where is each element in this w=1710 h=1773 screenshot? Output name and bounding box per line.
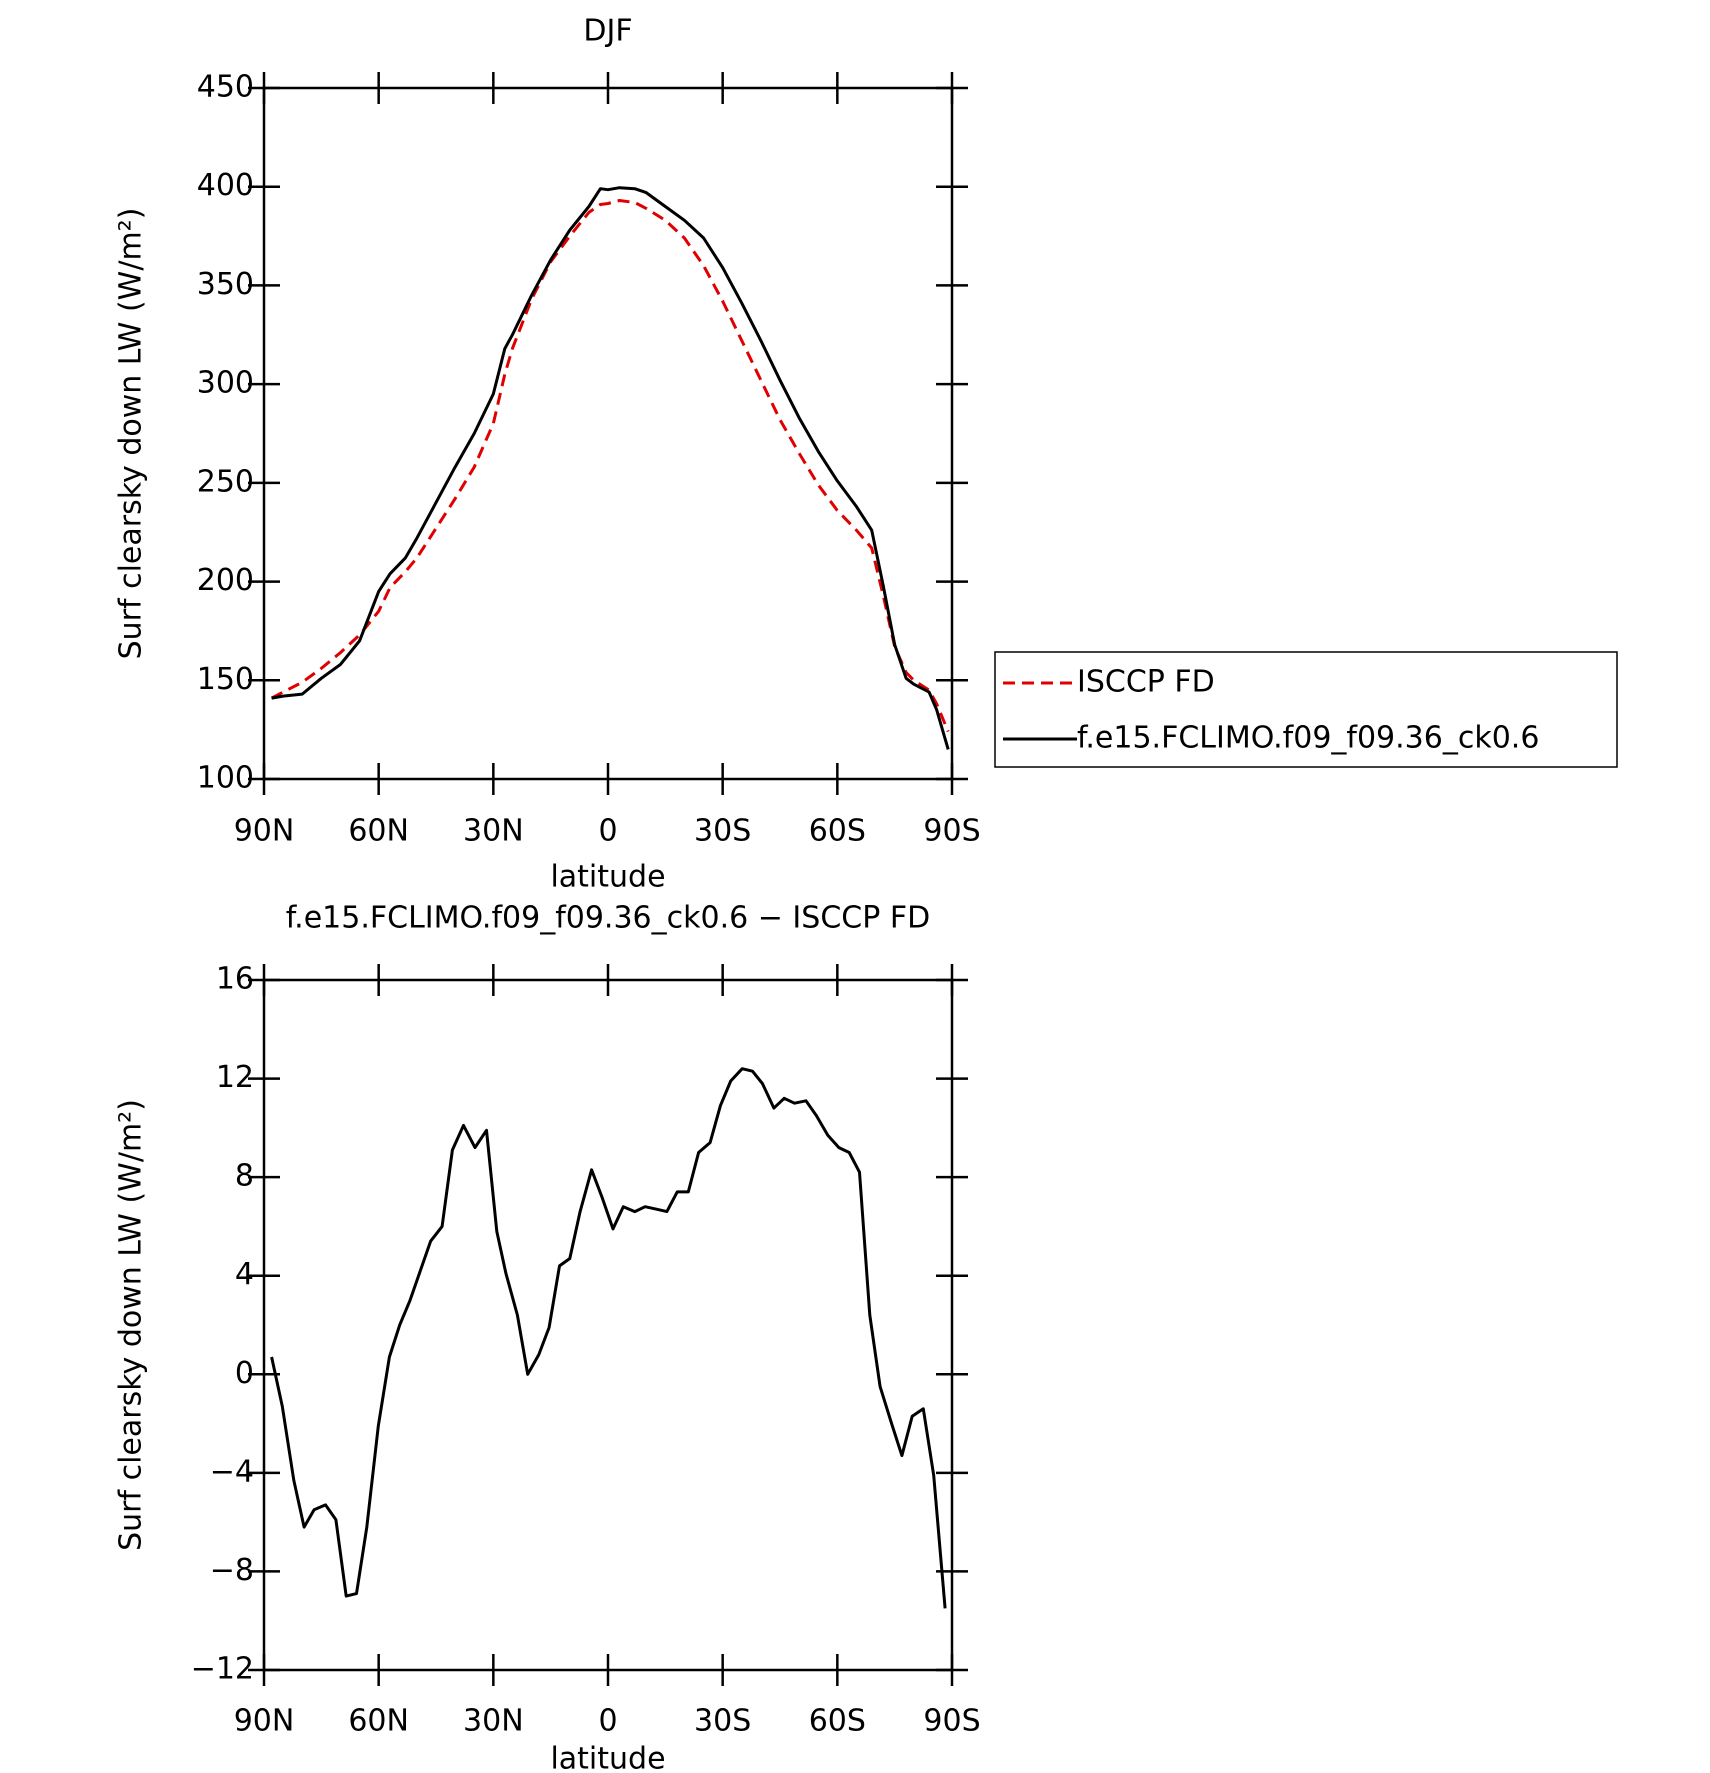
legend-label: f.e15.FCLIMO.f09_f09.36_ck0.6 [1077, 721, 1539, 756]
plot-frame [262, 86, 954, 781]
x-tick-label: 30N [463, 814, 524, 849]
data-line [270, 1067, 947, 1609]
legend-box [994, 651, 1618, 768]
y-tick-label: 350 [197, 267, 254, 302]
y-tick-label: 100 [197, 761, 254, 796]
chart-title: f.e15.FCLIMO.f09_f09.36_ck0.6 − ISCCP FD [286, 901, 930, 936]
y-tick-label: 8 [235, 1159, 254, 1194]
y-tick-label: 16 [216, 962, 254, 997]
y-tick-label: 4 [235, 1257, 254, 1292]
x-tick-label: 90S [923, 814, 980, 849]
y-tick-label: 450 [197, 70, 254, 105]
plot-frame [262, 978, 954, 1672]
y-tick-label: −12 [191, 1652, 254, 1687]
x-tick-label: 60N [348, 1704, 409, 1739]
x-axis-label: latitude [550, 1742, 665, 1773]
y-tick-label: −4 [210, 1454, 254, 1489]
y-tick-label: 0 [235, 1356, 254, 1391]
legend-label: ISCCP FD [1077, 665, 1215, 700]
data-line [271, 186, 950, 750]
y-tick-label: 400 [197, 168, 254, 203]
x-tick-label: 0 [598, 1704, 617, 1739]
x-tick-label: 90N [234, 814, 295, 849]
x-tick-label: 90N [234, 1704, 295, 1739]
x-tick-label: 60S [809, 1704, 866, 1739]
x-tick-label: 0 [598, 814, 617, 849]
y-tick-label: 12 [216, 1060, 254, 1095]
y-axis-label: Surf clearsky down LW (W/m²) [114, 208, 149, 660]
x-tick-label: 60N [348, 814, 409, 849]
x-tick-label: 90S [923, 1704, 980, 1739]
y-tick-label: 250 [197, 464, 254, 499]
chart-title: DJF [583, 14, 632, 49]
x-axis-label: latitude [550, 860, 665, 895]
y-tick-label: 150 [197, 662, 254, 697]
y-tick-label: 300 [197, 366, 254, 401]
y-tick-label: 200 [197, 563, 254, 598]
x-tick-label: 30S [694, 814, 751, 849]
y-tick-label: −8 [210, 1553, 254, 1588]
y-axis-label: Surf clearsky down LW (W/m²) [114, 1099, 149, 1551]
data-line [270, 199, 950, 733]
x-tick-label: 30S [694, 1704, 751, 1739]
x-tick-label: 30N [463, 1704, 524, 1739]
x-tick-label: 60S [809, 814, 866, 849]
